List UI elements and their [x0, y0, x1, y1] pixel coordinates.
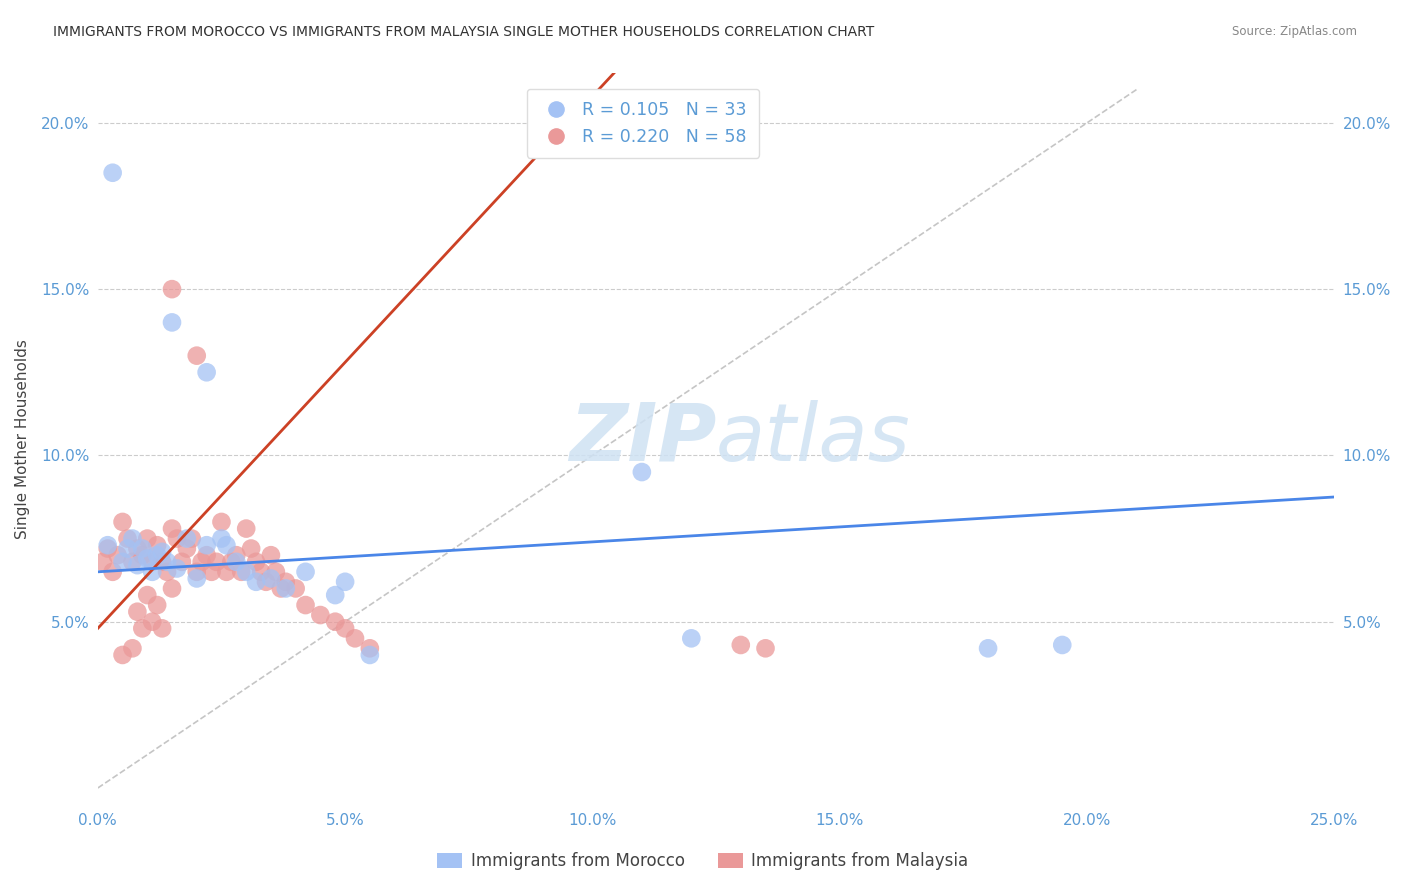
Point — [107, 548, 129, 562]
Point — [215, 538, 238, 552]
Point — [754, 641, 776, 656]
Point — [270, 582, 292, 596]
Point — [274, 574, 297, 589]
Point — [245, 574, 267, 589]
Point — [156, 565, 179, 579]
Point — [117, 532, 139, 546]
Point — [136, 551, 159, 566]
Point — [121, 555, 143, 569]
Point — [333, 574, 356, 589]
Point — [195, 538, 218, 552]
Point — [150, 555, 173, 569]
Point — [131, 541, 153, 556]
Text: atlas: atlas — [716, 400, 911, 478]
Point — [150, 621, 173, 635]
Point — [977, 641, 1000, 656]
Point — [195, 548, 218, 562]
Point — [141, 555, 163, 569]
Point — [1052, 638, 1074, 652]
Legend: Immigrants from Morocco, Immigrants from Malaysia: Immigrants from Morocco, Immigrants from… — [430, 846, 976, 877]
Point — [211, 532, 233, 546]
Point — [160, 582, 183, 596]
Point — [186, 572, 208, 586]
Point — [146, 548, 169, 562]
Point — [141, 615, 163, 629]
Point — [160, 315, 183, 329]
Point — [121, 641, 143, 656]
Point — [131, 621, 153, 635]
Point — [343, 632, 366, 646]
Point — [190, 555, 212, 569]
Point — [221, 555, 243, 569]
Point — [101, 166, 124, 180]
Text: ZIP: ZIP — [568, 400, 716, 478]
Point — [150, 545, 173, 559]
Point — [160, 282, 183, 296]
Point — [323, 615, 346, 629]
Point — [225, 555, 247, 569]
Point — [186, 349, 208, 363]
Point — [111, 648, 134, 662]
Point — [211, 515, 233, 529]
Point — [186, 565, 208, 579]
Point — [131, 548, 153, 562]
Point — [127, 541, 149, 556]
Point — [235, 565, 257, 579]
Point — [136, 532, 159, 546]
Point — [156, 555, 179, 569]
Point — [146, 538, 169, 552]
Text: Source: ZipAtlas.com: Source: ZipAtlas.com — [1232, 25, 1357, 38]
Point — [111, 515, 134, 529]
Point — [323, 588, 346, 602]
Point — [225, 548, 247, 562]
Point — [359, 641, 381, 656]
Point — [231, 565, 253, 579]
Point — [274, 582, 297, 596]
Point — [235, 522, 257, 536]
Point — [166, 561, 188, 575]
Point — [160, 522, 183, 536]
Point — [111, 555, 134, 569]
Point — [195, 365, 218, 379]
Point — [309, 608, 332, 623]
Point — [97, 538, 120, 552]
Point — [359, 648, 381, 662]
Point — [176, 532, 198, 546]
Point — [294, 565, 316, 579]
Point — [260, 572, 283, 586]
Point — [91, 555, 114, 569]
Point — [205, 555, 228, 569]
Point — [333, 621, 356, 635]
Point — [631, 465, 654, 479]
Point — [284, 582, 307, 596]
Point — [294, 598, 316, 612]
Point — [146, 598, 169, 612]
Point — [180, 532, 202, 546]
Y-axis label: Single Mother Households: Single Mother Households — [15, 339, 30, 539]
Point — [176, 541, 198, 556]
Point — [101, 565, 124, 579]
Point — [240, 541, 263, 556]
Point — [166, 532, 188, 546]
Point — [250, 565, 273, 579]
Point — [215, 565, 238, 579]
Point — [730, 638, 752, 652]
Point — [117, 541, 139, 556]
Point — [141, 565, 163, 579]
Text: IMMIGRANTS FROM MOROCCO VS IMMIGRANTS FROM MALAYSIA SINGLE MOTHER HOUSEHOLDS COR: IMMIGRANTS FROM MOROCCO VS IMMIGRANTS FR… — [53, 25, 875, 39]
Point — [200, 565, 222, 579]
Point — [97, 541, 120, 556]
Point — [121, 532, 143, 546]
Point — [170, 555, 193, 569]
Point — [681, 632, 703, 646]
Point — [136, 588, 159, 602]
Point — [127, 558, 149, 573]
Point — [264, 565, 287, 579]
Point — [245, 555, 267, 569]
Point — [260, 548, 283, 562]
Point — [127, 605, 149, 619]
Point — [254, 574, 277, 589]
Legend: R = 0.105   N = 33, R = 0.220   N = 58: R = 0.105 N = 33, R = 0.220 N = 58 — [527, 89, 759, 158]
